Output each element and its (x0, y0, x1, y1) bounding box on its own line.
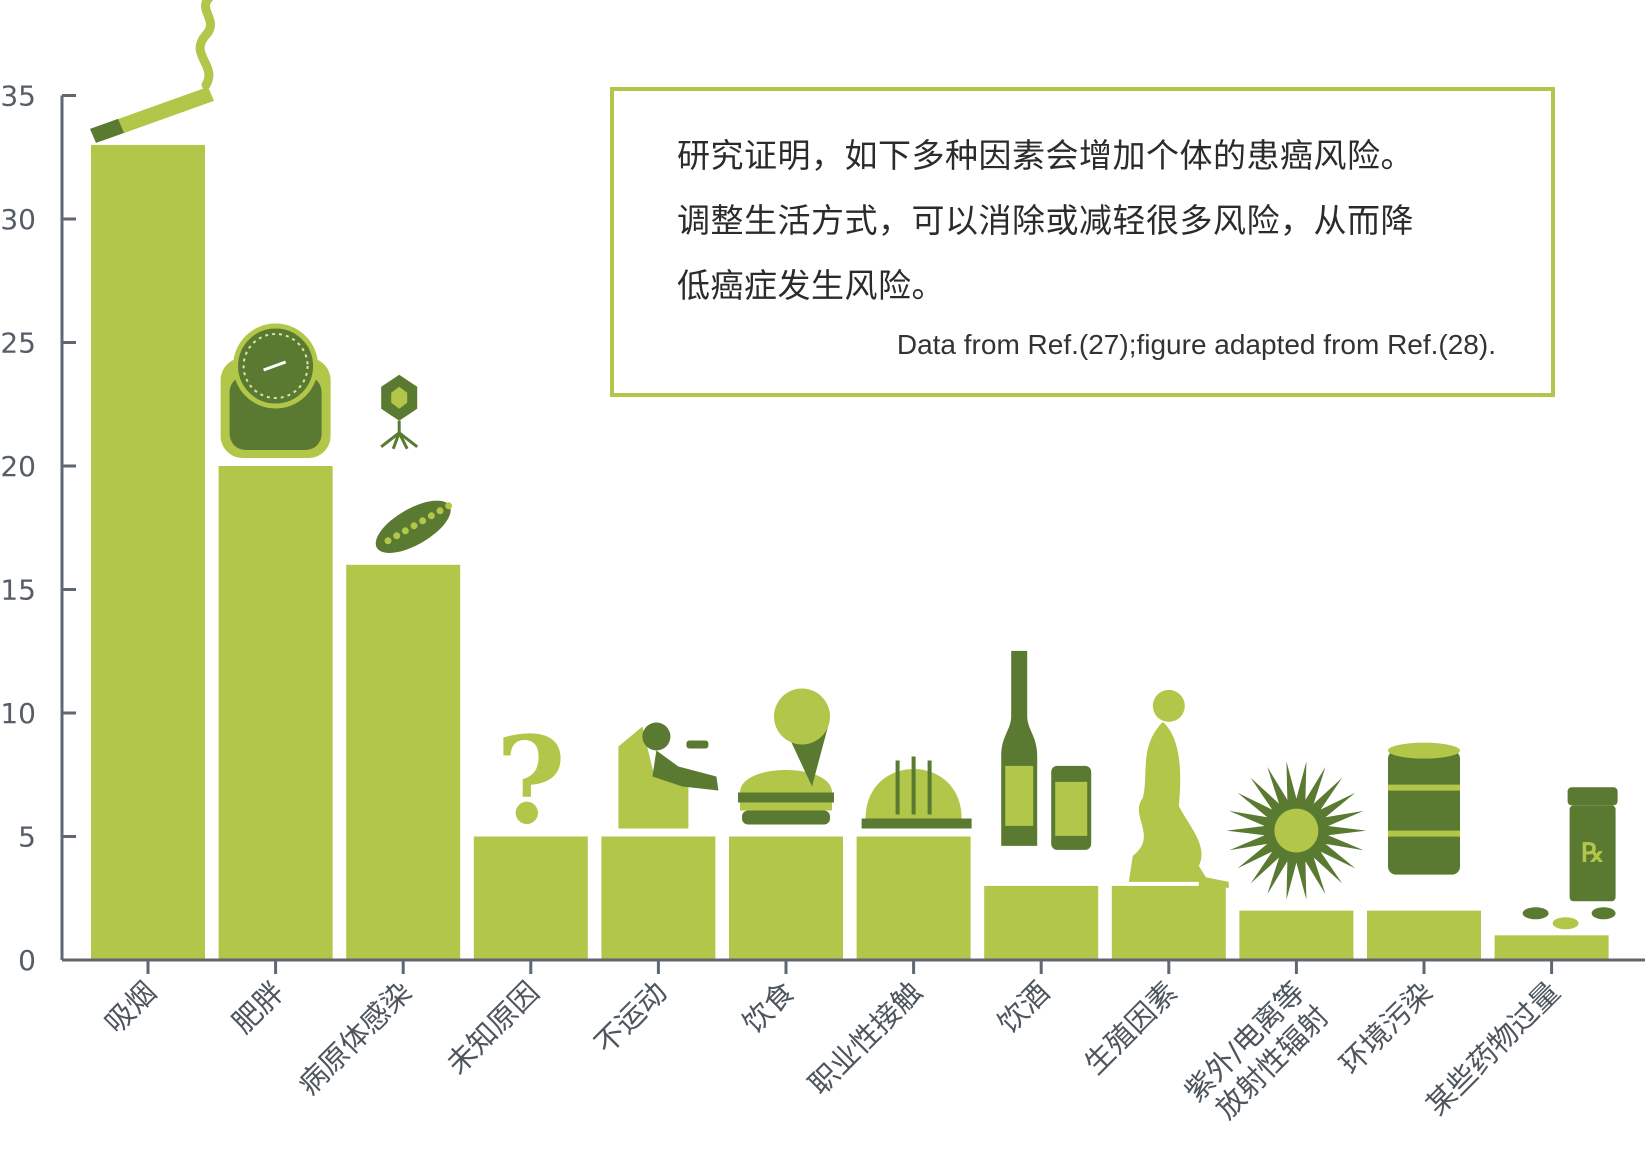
bars (91, 144, 1609, 960)
x-tick-label: 未知原因 (440, 975, 546, 1081)
radiation-burst-icon (1226, 761, 1367, 900)
question-mark-icon: ? (496, 711, 566, 852)
y-tick-label: 5 (18, 821, 36, 854)
bar (984, 885, 1099, 960)
bar (601, 836, 716, 960)
bar (1494, 935, 1609, 960)
bar (346, 564, 461, 960)
x-tick-label: 职业性接触 (802, 975, 929, 1102)
note-line: 低癌症发生风险。 (677, 266, 945, 305)
source-note: Data from Ref.(27);figure adapted from R… (896, 329, 1496, 360)
bar (1367, 910, 1481, 960)
bar (473, 836, 588, 960)
y-tick-label: 35 (0, 80, 36, 113)
bar (729, 836, 843, 960)
x-tick-label: 饮酒 (991, 975, 1056, 1040)
x-tick-label: 环境污染 (1333, 975, 1439, 1081)
hard-hat-icon (861, 756, 972, 829)
svg-text:℞: ℞ (1581, 838, 1604, 868)
x-tick-label: 肥胖 (225, 975, 290, 1040)
pill-bottle-icon: ℞ (1522, 787, 1618, 930)
y-tick-label: 20 (0, 450, 36, 483)
note-line: 调整生活方式，可以消除或减轻很多风险，从而降 (677, 201, 1414, 240)
y-tick-label: 25 (0, 327, 36, 360)
bar (1111, 885, 1226, 960)
svg-text:?: ? (496, 711, 566, 852)
pregnant-woman-icon (1128, 689, 1229, 888)
bar (1239, 910, 1354, 960)
x-tick-label: 吸烟 (98, 975, 163, 1040)
scale-icon (220, 323, 331, 458)
x-tick-label: 某些药物过量 (1419, 975, 1566, 1122)
x-tick-label: 不运动 (588, 975, 674, 1061)
note-line: 研究证明，如下多种因素会增加个体的患癌风险。 (677, 136, 1414, 175)
x-tick-label: 紫外/电离等放射性辐射 (1178, 975, 1336, 1133)
cigarette-icon (90, 0, 216, 143)
y-tick-label: 0 (18, 944, 36, 977)
virus-bacteria-icon (375, 374, 453, 553)
y-tick-label: 10 (0, 697, 36, 730)
y-tick-label: 30 (0, 203, 36, 236)
bar (218, 466, 333, 960)
wine-beer-icon (1001, 650, 1092, 850)
icons: ?℞ (90, 0, 1618, 930)
bar (91, 144, 205, 960)
x-tick-label: 病原体感染 (292, 975, 419, 1102)
x-tick-label: 饮食 (736, 975, 801, 1040)
x-tick-label: 生殖因素 (1078, 975, 1184, 1081)
couch-potato-icon (618, 722, 719, 829)
y-axis: 0 5 10 15 20 25 30 35 (0, 80, 76, 977)
bar (856, 836, 971, 960)
burger-icecream-icon (738, 688, 834, 825)
y-tick-label: 15 (0, 574, 36, 607)
barrel-icon (1388, 742, 1460, 875)
info-box: 研究证明，如下多种因素会增加个体的患癌风险。 调整生活方式，可以消除或减轻很多风… (610, 87, 1555, 397)
x-axis: 吸烟 肥胖 病原体感染 未知原因 不运动 饮食 职业性接触 饮酒 生殖因素紫外/电离等放射性辐射… (62, 958, 1645, 1133)
